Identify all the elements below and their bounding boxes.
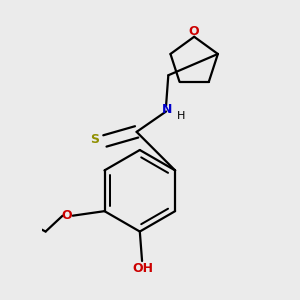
Text: O: O [189, 25, 200, 38]
Text: S: S [90, 133, 99, 146]
Text: OH: OH [133, 262, 154, 275]
Text: H: H [177, 111, 185, 121]
Text: N: N [162, 103, 172, 116]
Text: O: O [61, 209, 72, 222]
